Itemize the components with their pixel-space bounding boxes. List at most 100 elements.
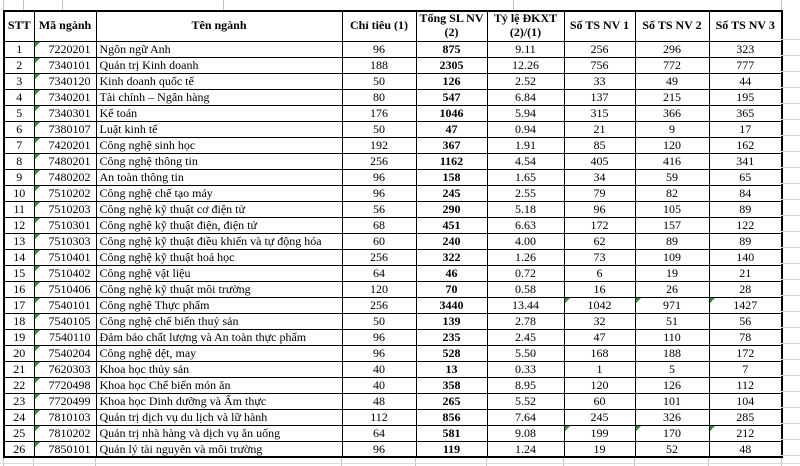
cell-nv3[interactable]: 78: [708, 328, 783, 346]
header-so-ts-nv3[interactable]: Số TS NV 3: [708, 10, 783, 42]
cell-tong-sl[interactable]: 126: [415, 72, 488, 90]
cell-nv1[interactable]: 120: [563, 376, 636, 394]
cell-nv2[interactable]: 170: [634, 424, 710, 442]
cell-ten-nganh[interactable]: Quản lý tài nguyên và môi trường: [95, 440, 343, 458]
cell-ma-nganh[interactable]: 7510202: [33, 184, 97, 202]
cell-nv2[interactable]: 157: [634, 216, 710, 234]
cell-ten-nganh[interactable]: Công nghệ kỹ thuật môi trường: [95, 280, 343, 298]
cell-stt[interactable]: 16: [3, 280, 35, 298]
cell-ma-nganh[interactable]: 7510203: [33, 200, 97, 218]
cell-nv2[interactable]: 326: [634, 408, 710, 426]
cell-ma-nganh[interactable]: 7510301: [33, 216, 97, 234]
cell-ma-nganh[interactable]: 7340120: [33, 72, 97, 90]
cell-chi-tieu[interactable]: 56: [341, 200, 417, 218]
header-tong-sl-nv[interactable]: Tổng SL NV (2): [415, 10, 488, 42]
cell-nv2[interactable]: 971: [634, 296, 710, 314]
cell-ma-nganh[interactable]: 7340101: [33, 56, 97, 74]
cell-nv1[interactable]: 315: [563, 104, 636, 122]
header-ma-nganh[interactable]: Mã ngành: [33, 10, 97, 42]
cell-chi-tieu[interactable]: 50: [341, 72, 417, 90]
cell-tong-sl[interactable]: 1162: [415, 152, 488, 170]
cell-nv3[interactable]: 89: [708, 232, 783, 250]
cell-nv3[interactable]: 28: [708, 280, 783, 298]
cell-ty-le[interactable]: 8.95: [486, 376, 565, 394]
cell-ma-nganh[interactable]: 7510406: [33, 280, 97, 298]
cell-nv3[interactable]: 1427: [708, 296, 783, 314]
cell-nv2[interactable]: 772: [634, 56, 710, 74]
cell-chi-tieu[interactable]: 68: [341, 216, 417, 234]
cell-nv1[interactable]: 6: [563, 264, 636, 282]
cell-ten-nganh[interactable]: Công nghệ kỹ thuật cơ điện tử: [95, 200, 343, 218]
cell-tong-sl[interactable]: 547: [415, 88, 488, 106]
cell-stt[interactable]: 4: [3, 88, 35, 106]
cell-tong-sl[interactable]: 139: [415, 312, 488, 330]
cell-nv3[interactable]: 17: [708, 120, 783, 138]
cell-ty-le[interactable]: 2.55: [486, 184, 565, 202]
cell-stt[interactable]: 24: [3, 408, 35, 426]
cell-ty-le[interactable]: 4.54: [486, 152, 565, 170]
cell-ma-nganh[interactable]: 7850101: [33, 440, 97, 458]
cell-ten-nganh[interactable]: An toàn thông tin: [95, 168, 343, 186]
header-ten-nganh[interactable]: Tên ngành: [95, 10, 343, 42]
cell-ma-nganh[interactable]: 7510303: [33, 232, 97, 250]
cell-ten-nganh[interactable]: Công nghệ Thực phẩm: [95, 296, 343, 314]
cell-nv3[interactable]: 84: [708, 184, 783, 202]
cell-ma-nganh[interactable]: 7480201: [33, 152, 97, 170]
cell-ten-nganh[interactable]: Công nghệ kỹ thuật điều khiển và tự động…: [95, 232, 343, 250]
cell-nv1[interactable]: 73: [563, 248, 636, 266]
cell-nv1[interactable]: 85: [563, 136, 636, 154]
cell-nv3[interactable]: 777: [708, 56, 783, 74]
cell-nv3[interactable]: 341: [708, 152, 783, 170]
cell-tong-sl[interactable]: 119: [415, 440, 488, 458]
cell-nv2[interactable]: 110: [634, 328, 710, 346]
cell-nv1[interactable]: 19: [563, 440, 636, 458]
cell-tong-sl[interactable]: 856: [415, 408, 488, 426]
cell-tong-sl[interactable]: 235: [415, 328, 488, 346]
cell-nv2[interactable]: 49: [634, 72, 710, 90]
cell-chi-tieu[interactable]: 256: [341, 248, 417, 266]
cell-nv3[interactable]: 89: [708, 200, 783, 218]
cell-ty-le[interactable]: 5.50: [486, 344, 565, 362]
cell-ty-le[interactable]: 13.44: [486, 296, 565, 314]
cell-ty-le[interactable]: 1.65: [486, 168, 565, 186]
cell-nv1[interactable]: 1: [563, 360, 636, 378]
cell-nv2[interactable]: 51: [634, 312, 710, 330]
cell-chi-tieu[interactable]: 64: [341, 424, 417, 442]
cell-nv3[interactable]: 140: [708, 248, 783, 266]
cell-ma-nganh[interactable]: 7720498: [33, 376, 97, 394]
cell-ten-nganh[interactable]: Công nghệ kỹ thuật hoá học: [95, 248, 343, 266]
cell-tong-sl[interactable]: 875: [415, 40, 488, 58]
cell-chi-tieu[interactable]: 40: [341, 360, 417, 378]
cell-nv1[interactable]: 168: [563, 344, 636, 362]
cell-chi-tieu[interactable]: 112: [341, 408, 417, 426]
cell-nv1[interactable]: 172: [563, 216, 636, 234]
cell-nv2[interactable]: 59: [634, 168, 710, 186]
cell-ty-le[interactable]: 5.52: [486, 392, 565, 410]
cell-ma-nganh[interactable]: 7480202: [33, 168, 97, 186]
cell-nv1[interactable]: 405: [563, 152, 636, 170]
cell-nv1[interactable]: 199: [563, 424, 636, 442]
cell-nv2[interactable]: 109: [634, 248, 710, 266]
cell-nv1[interactable]: 79: [563, 184, 636, 202]
cell-ma-nganh[interactable]: 7810103: [33, 408, 97, 426]
cell-nv1[interactable]: 34: [563, 168, 636, 186]
cell-tong-sl[interactable]: 367: [415, 136, 488, 154]
cell-nv3[interactable]: 162: [708, 136, 783, 154]
cell-ma-nganh[interactable]: 7340201: [33, 88, 97, 106]
cell-ten-nganh[interactable]: Công nghệ vật liệu: [95, 264, 343, 282]
cell-chi-tieu[interactable]: 188: [341, 56, 417, 74]
cell-chi-tieu[interactable]: 60: [341, 232, 417, 250]
cell-ten-nganh[interactable]: Tài chính – Ngân hàng: [95, 88, 343, 106]
cell-ty-le[interactable]: 6.84: [486, 88, 565, 106]
cell-tong-sl[interactable]: 158: [415, 168, 488, 186]
cell-ten-nganh[interactable]: Công nghệ kỹ thuật điện, điện tử: [95, 216, 343, 234]
cell-ma-nganh[interactable]: 7340301: [33, 104, 97, 122]
cell-stt[interactable]: 21: [3, 360, 35, 378]
cell-stt[interactable]: 15: [3, 264, 35, 282]
cell-chi-tieu[interactable]: 192: [341, 136, 417, 154]
cell-ty-le[interactable]: 4.00: [486, 232, 565, 250]
cell-nv2[interactable]: 52: [634, 440, 710, 458]
cell-ty-le[interactable]: 9.11: [486, 40, 565, 58]
cell-ten-nganh[interactable]: Khoa học thủy sản: [95, 360, 343, 378]
cell-ten-nganh[interactable]: Kinh doanh quốc tế: [95, 72, 343, 90]
